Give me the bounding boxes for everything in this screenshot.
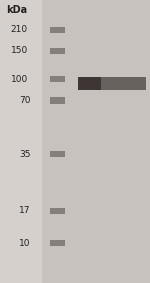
Text: kDa: kDa: [6, 5, 27, 15]
FancyBboxPatch shape: [50, 97, 64, 104]
Text: 17: 17: [19, 206, 31, 215]
FancyBboxPatch shape: [78, 77, 146, 90]
FancyBboxPatch shape: [78, 77, 100, 90]
Text: 150: 150: [11, 46, 28, 55]
Text: 10: 10: [19, 239, 31, 248]
FancyBboxPatch shape: [50, 48, 64, 54]
FancyBboxPatch shape: [50, 208, 64, 214]
FancyBboxPatch shape: [50, 240, 64, 246]
FancyBboxPatch shape: [50, 151, 64, 157]
Text: 35: 35: [19, 150, 31, 159]
Text: 70: 70: [19, 96, 31, 105]
Text: 210: 210: [11, 25, 28, 34]
Text: 100: 100: [11, 75, 28, 84]
FancyBboxPatch shape: [50, 27, 64, 33]
FancyBboxPatch shape: [50, 76, 64, 82]
FancyBboxPatch shape: [42, 0, 150, 283]
